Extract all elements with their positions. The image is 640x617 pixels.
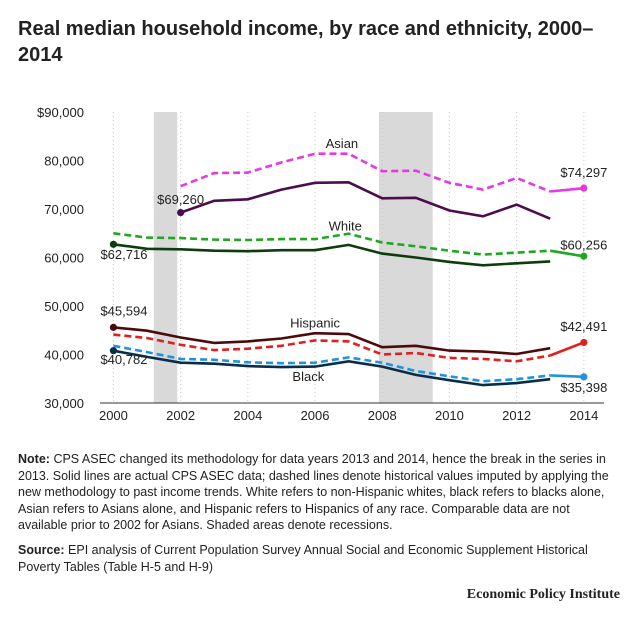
y-tick-label: 70,000 bbox=[44, 202, 84, 217]
hispanic-solid-line bbox=[113, 326, 551, 356]
black-new-segment bbox=[550, 374, 584, 379]
hispanic-end-point bbox=[580, 338, 588, 347]
value-label: $45,594 bbox=[100, 304, 147, 319]
asian-solid-line bbox=[180, 180, 551, 220]
x-tick-label: 2010 bbox=[435, 408, 464, 423]
black-end-point bbox=[580, 373, 588, 381]
x-tick-label: 2004 bbox=[233, 408, 262, 423]
series-lines bbox=[109, 152, 588, 387]
value-label: $35,398 bbox=[560, 380, 607, 395]
note-text: CPS ASEC changed its methodology for dat… bbox=[18, 452, 609, 532]
x-tick-label: 2012 bbox=[502, 408, 531, 423]
value-label: $40,782 bbox=[100, 352, 147, 367]
white-new-segment bbox=[549, 249, 585, 258]
recession-band-1 bbox=[153, 112, 178, 403]
black-dashed-line bbox=[113, 344, 551, 383]
y-tick-label: 40,000 bbox=[44, 348, 84, 363]
white-solid-line bbox=[113, 243, 551, 267]
x-tick-label: 2006 bbox=[301, 408, 330, 423]
x-tick-label: 2008 bbox=[368, 408, 397, 423]
axes: 2000 2002 2004 2006 2008 2010 2012 2014 30,000 40… bbox=[37, 105, 604, 423]
value-label: $62,716 bbox=[100, 247, 147, 262]
white-end-point bbox=[580, 252, 588, 260]
asian-dashed-line bbox=[180, 152, 551, 193]
value-label: $60,256 bbox=[560, 237, 607, 252]
value-label: $74,297 bbox=[560, 165, 607, 180]
white-dashed-line bbox=[113, 232, 551, 256]
asian-end-point bbox=[580, 184, 588, 192]
y-tick-label: 80,000 bbox=[44, 154, 84, 169]
white-start-point bbox=[109, 240, 118, 248]
hispanic-dashed-line bbox=[113, 333, 551, 363]
y-tick-label: 30,000 bbox=[44, 396, 84, 411]
series-label-black: Black bbox=[292, 369, 324, 384]
black-start-point bbox=[109, 347, 118, 355]
series-label-white: White bbox=[329, 218, 362, 233]
note-label: Note: bbox=[18, 452, 50, 466]
chart-note: Note: CPS ASEC changed its methodology f… bbox=[18, 451, 622, 534]
source-label: Source: bbox=[18, 543, 65, 557]
series-label-asian: Asian bbox=[326, 136, 359, 151]
hispanic-start-point bbox=[109, 323, 118, 331]
black-solid-line bbox=[113, 349, 551, 387]
x-tick-label: 2002 bbox=[166, 408, 195, 423]
hispanic-new-segment bbox=[549, 341, 585, 357]
x-tick-label: 2014 bbox=[569, 408, 598, 423]
y-tick-label: $90,000 bbox=[37, 105, 84, 120]
asian-start-point bbox=[177, 208, 185, 217]
y-tick-label: 60,000 bbox=[44, 251, 84, 266]
chart-labels: Asian White Hispanic Black $69,260 $74,297 $62… bbox=[100, 136, 607, 395]
value-label: $69,260 bbox=[157, 192, 204, 207]
asian-new-segment bbox=[550, 186, 584, 193]
source-text: EPI analysis of Current Population Surve… bbox=[18, 543, 588, 574]
chart-source: Source: EPI analysis of Current Populati… bbox=[18, 542, 622, 575]
series-label-hispanic: Hispanic bbox=[290, 315, 340, 330]
value-label: $42,491 bbox=[560, 319, 607, 334]
y-tick-label: 50,000 bbox=[44, 299, 84, 314]
vertical-gridlines bbox=[112, 112, 585, 403]
publisher-footer: Economic Policy Institute bbox=[466, 587, 620, 602]
line-chart: 2000 2002 2004 2006 2008 2010 2012 2014 30,000 40… bbox=[37, 105, 607, 423]
x-tick-label: 2000 bbox=[99, 408, 128, 423]
chart-title: Real median household income, by race an… bbox=[18, 18, 594, 66]
